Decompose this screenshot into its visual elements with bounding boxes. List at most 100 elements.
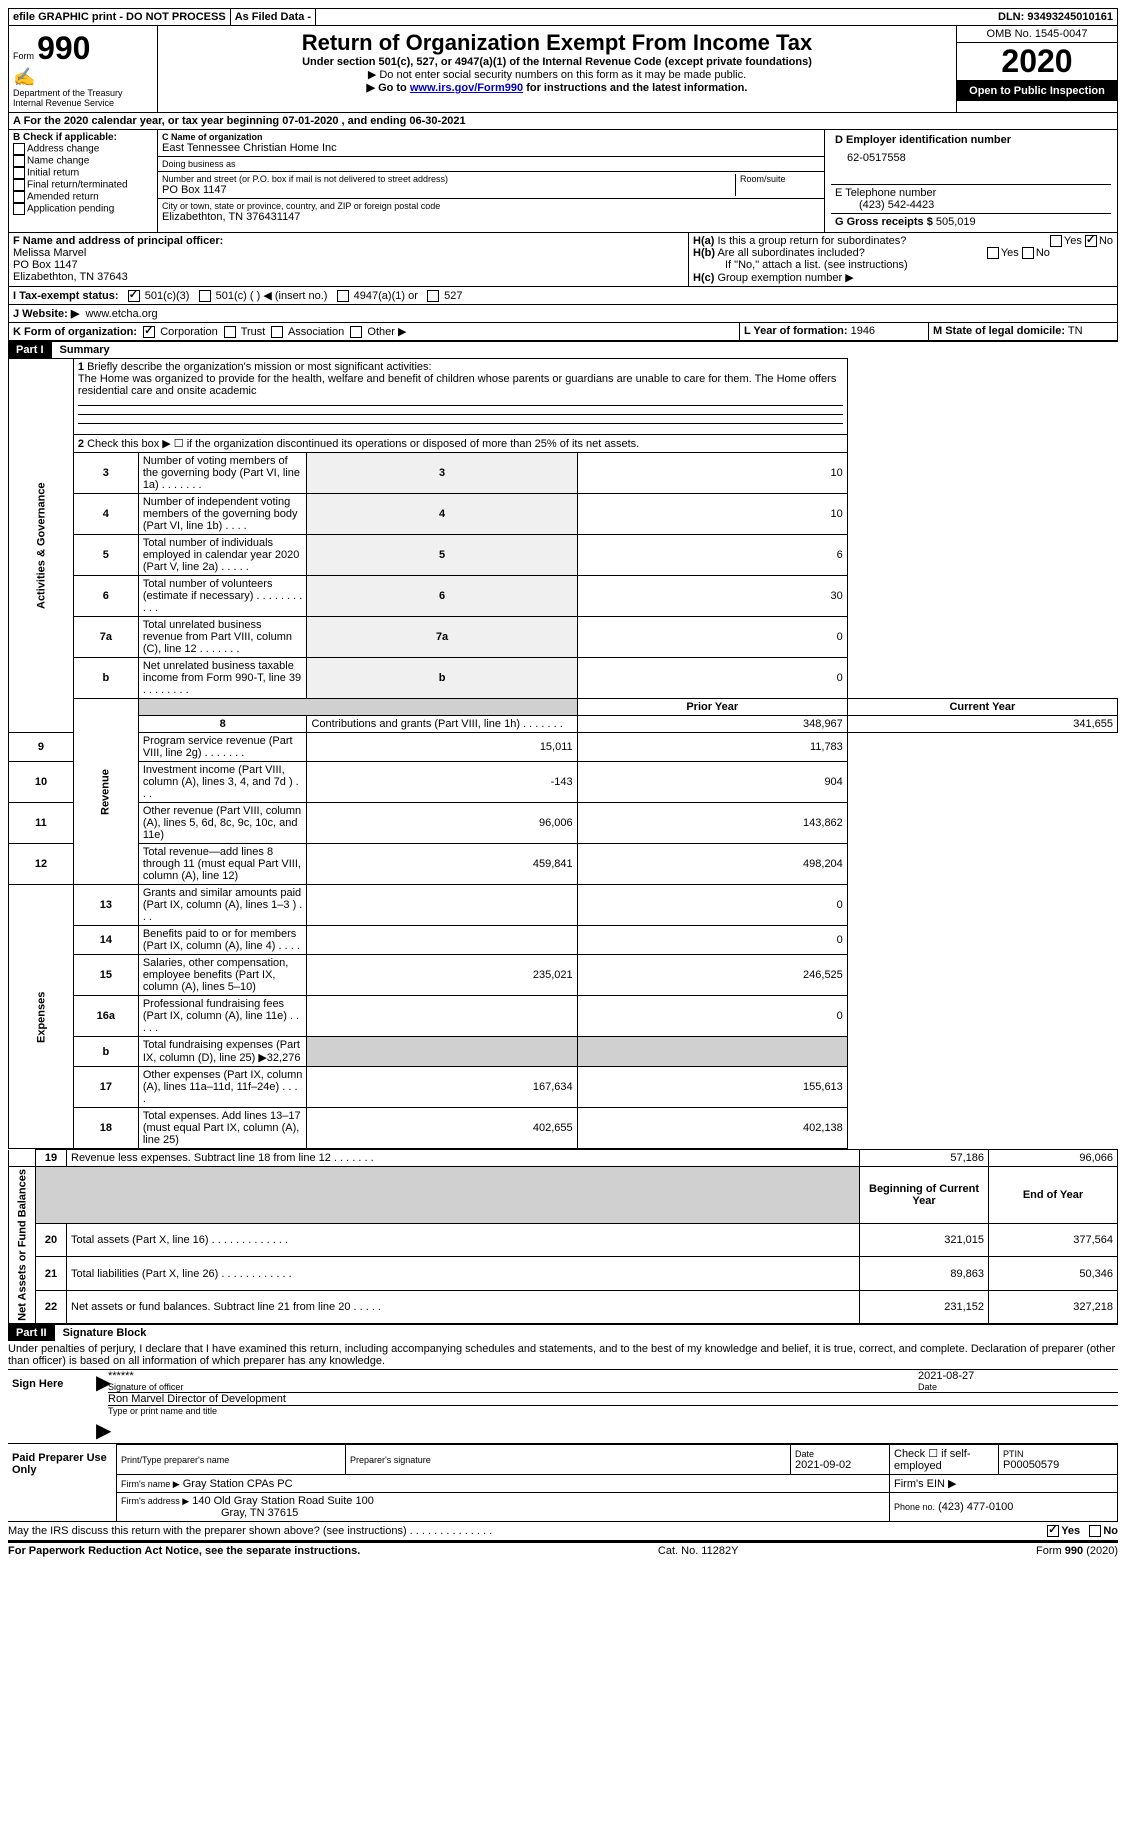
form-title: Return of Organization Exempt From Incom… — [162, 30, 952, 56]
firm-phone: (423) 477-0100 — [938, 1501, 1013, 1513]
exp-label: Expenses — [9, 885, 74, 1149]
block-c: C Name of organization East Tennessee Ch… — [158, 130, 824, 232]
form-subtitle: Under section 501(c), 527, or 4947(a)(1)… — [162, 56, 952, 68]
block-b: B Check if applicable: Address change Na… — [9, 130, 158, 232]
checkbox-final[interactable]: Final return/terminated — [13, 179, 153, 191]
form-org-row: K Form of organization: Corporation Trus… — [8, 323, 1118, 341]
line-ref: 7a — [307, 617, 577, 658]
k-other[interactable] — [350, 326, 362, 338]
line-number: 5 — [73, 535, 138, 576]
top-bar: efile GRAPHIC print - DO NOT PROCESS As … — [8, 8, 1118, 26]
net-label: Net Assets or Fund Balances — [9, 1167, 36, 1324]
line-text: Number of voting members of the governin… — [138, 453, 307, 494]
discuss-row: May the IRS discuss this return with the… — [8, 1522, 1118, 1542]
org-name: East Tennessee Christian Home Inc — [162, 142, 820, 154]
checkbox-name[interactable]: Name change — [13, 155, 153, 167]
line-ref: 3 — [307, 453, 577, 494]
form-label: Form — [13, 51, 34, 61]
tax-year: 2020 — [957, 43, 1117, 81]
phone: (423) 542-4423 — [835, 199, 1107, 211]
irs-link[interactable]: www.irs.gov/Form990 — [410, 82, 523, 94]
line-ref: 5 — [307, 535, 577, 576]
form-header: Form 990 ✍ Department of the Treasury In… — [8, 26, 1118, 113]
part1-header: Part I Summary — [8, 341, 1118, 358]
tax-status-row: I Tax-exempt status: 501(c)(3) 501(c) ( … — [8, 287, 1118, 305]
h-c: H(c) Group exemption number ▶ — [693, 271, 1113, 284]
checkbox-addr[interactable]: Address change — [13, 143, 153, 155]
efile-label: efile GRAPHIC print - DO NOT PROCESS — [9, 9, 231, 25]
ha-yes[interactable] — [1050, 235, 1062, 247]
mission-text: The Home was organized to provide for th… — [78, 373, 836, 397]
org-info-row: B Check if applicable: Address change Na… — [8, 130, 1118, 233]
discuss-no[interactable] — [1089, 1525, 1101, 1537]
ha-no[interactable] — [1085, 235, 1097, 247]
checkbox-pending[interactable]: Application pending — [13, 203, 153, 215]
open-inspection: Open to Public Inspection — [957, 81, 1117, 101]
paid-preparer-block: Paid Preparer Use Only Print/Type prepar… — [8, 1444, 1118, 1522]
gross-receipts: 505,019 — [936, 216, 976, 228]
website-row: J Website: ▶ www.etcha.org — [8, 305, 1118, 323]
dept-label: Department of the Treasury — [13, 88, 153, 98]
street: PO Box 1147 — [162, 184, 735, 196]
note-link: ▶ Go to www.irs.gov/Form990 for instruct… — [162, 81, 952, 94]
hb-yes[interactable] — [987, 247, 999, 259]
k-corp[interactable] — [143, 326, 155, 338]
firm-name: Gray Station CPAs PC — [183, 1478, 293, 1490]
rev-label: Revenue — [73, 699, 138, 885]
k-assoc[interactable] — [271, 326, 283, 338]
year-formation: 1946 — [851, 325, 875, 337]
officer-city: Elizabethton, TN 37643 — [13, 271, 684, 283]
penalty-text: Under penalties of perjury, I declare th… — [8, 1341, 1118, 1369]
state-domicile: TN — [1068, 325, 1083, 337]
section-a: A For the 2020 calendar year, or tax yea… — [8, 113, 1118, 130]
checkbox-initial[interactable]: Initial return — [13, 167, 153, 179]
officer-street: PO Box 1147 — [13, 259, 684, 271]
i-501c3[interactable] — [128, 290, 140, 302]
gov-label: Activities & Governance — [9, 359, 74, 733]
line-number: b — [73, 658, 138, 699]
i-501c[interactable] — [199, 290, 211, 302]
line-number: 4 — [73, 494, 138, 535]
form-number: 990 — [37, 30, 90, 66]
ptin: P00050579 — [1003, 1459, 1113, 1471]
officer-name: Melissa Marvel — [13, 247, 684, 259]
sign-here-block: Sign Here ▶▶ ****** Signature of officer… — [8, 1369, 1118, 1444]
h-a: H(a) Is this a group return for subordin… — [693, 235, 1113, 247]
h-b: H(b) Are all subordinates included? Yes … — [693, 247, 1113, 259]
line-number: 3 — [73, 453, 138, 494]
line-ref: 4 — [307, 494, 577, 535]
line-text: Total number of individuals employed in … — [138, 535, 307, 576]
line-value: 6 — [577, 535, 847, 576]
block-d: D Employer identification number 62-0517… — [824, 130, 1117, 232]
line-number: 6 — [73, 576, 138, 617]
note-ssn: ▶ Do not enter social security numbers o… — [162, 68, 952, 81]
part2-header: Part II Signature Block — [8, 1324, 1118, 1341]
k-trust[interactable] — [224, 326, 236, 338]
line-value: 10 — [577, 494, 847, 535]
irs-label: Internal Revenue Service — [13, 98, 153, 108]
discuss-yes[interactable] — [1047, 1525, 1059, 1537]
line-number: 7a — [73, 617, 138, 658]
line-value: 0 — [577, 617, 847, 658]
sig-date: 2021-08-27 — [918, 1370, 1118, 1382]
line-value: 0 — [577, 658, 847, 699]
line-text: Total number of volunteers (estimate if … — [138, 576, 307, 617]
ein: 62-0517558 — [835, 146, 1107, 164]
page-footer: For Paperwork Reduction Act Notice, see … — [8, 1542, 1118, 1557]
summary-table: Activities & Governance 1 Briefly descri… — [8, 358, 1118, 1149]
asfiled-label: As Filed Data - — [231, 9, 316, 25]
line-text: Number of independent voting members of … — [138, 494, 307, 535]
omb-number: OMB No. 1545-0047 — [957, 26, 1117, 43]
line-text: Total unrelated business revenue from Pa… — [138, 617, 307, 658]
line-text: Net unrelated business taxable income fr… — [138, 658, 307, 699]
officer-group-row: F Name and address of principal officer:… — [8, 233, 1118, 287]
website: www.etcha.org — [85, 308, 157, 320]
dln: DLN: 93493245010161 — [994, 9, 1117, 25]
city: Elizabethton, TN 376431147 — [162, 211, 820, 223]
line-ref: 6 — [307, 576, 577, 617]
i-527[interactable] — [427, 290, 439, 302]
checkbox-amended[interactable]: Amended return — [13, 191, 153, 203]
i-4947[interactable] — [337, 290, 349, 302]
hb-no[interactable] — [1022, 247, 1034, 259]
firm-addr1: 140 Old Gray Station Road Suite 100 — [192, 1495, 374, 1507]
